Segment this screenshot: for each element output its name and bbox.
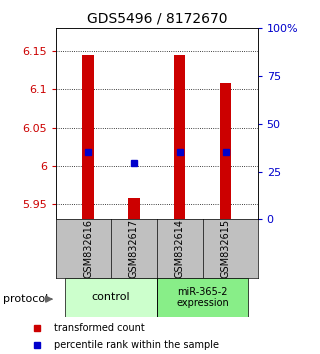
Bar xyxy=(157,278,248,317)
Text: GSM832617: GSM832617 xyxy=(129,219,139,278)
Text: control: control xyxy=(92,292,130,302)
Text: GSM832616: GSM832616 xyxy=(83,219,93,278)
Text: protocol: protocol xyxy=(3,294,48,304)
Text: GSM832614: GSM832614 xyxy=(175,219,185,278)
Bar xyxy=(220,84,231,219)
Bar xyxy=(174,55,185,219)
Text: GSM832615: GSM832615 xyxy=(220,219,230,278)
Text: percentile rank within the sample: percentile rank within the sample xyxy=(54,340,220,350)
Bar xyxy=(128,198,140,219)
Bar xyxy=(65,278,157,317)
Text: transformed count: transformed count xyxy=(54,323,145,333)
Title: GDS5496 / 8172670: GDS5496 / 8172670 xyxy=(86,12,227,26)
Text: miR-365-2
expression: miR-365-2 expression xyxy=(176,286,229,308)
Bar xyxy=(82,55,94,219)
